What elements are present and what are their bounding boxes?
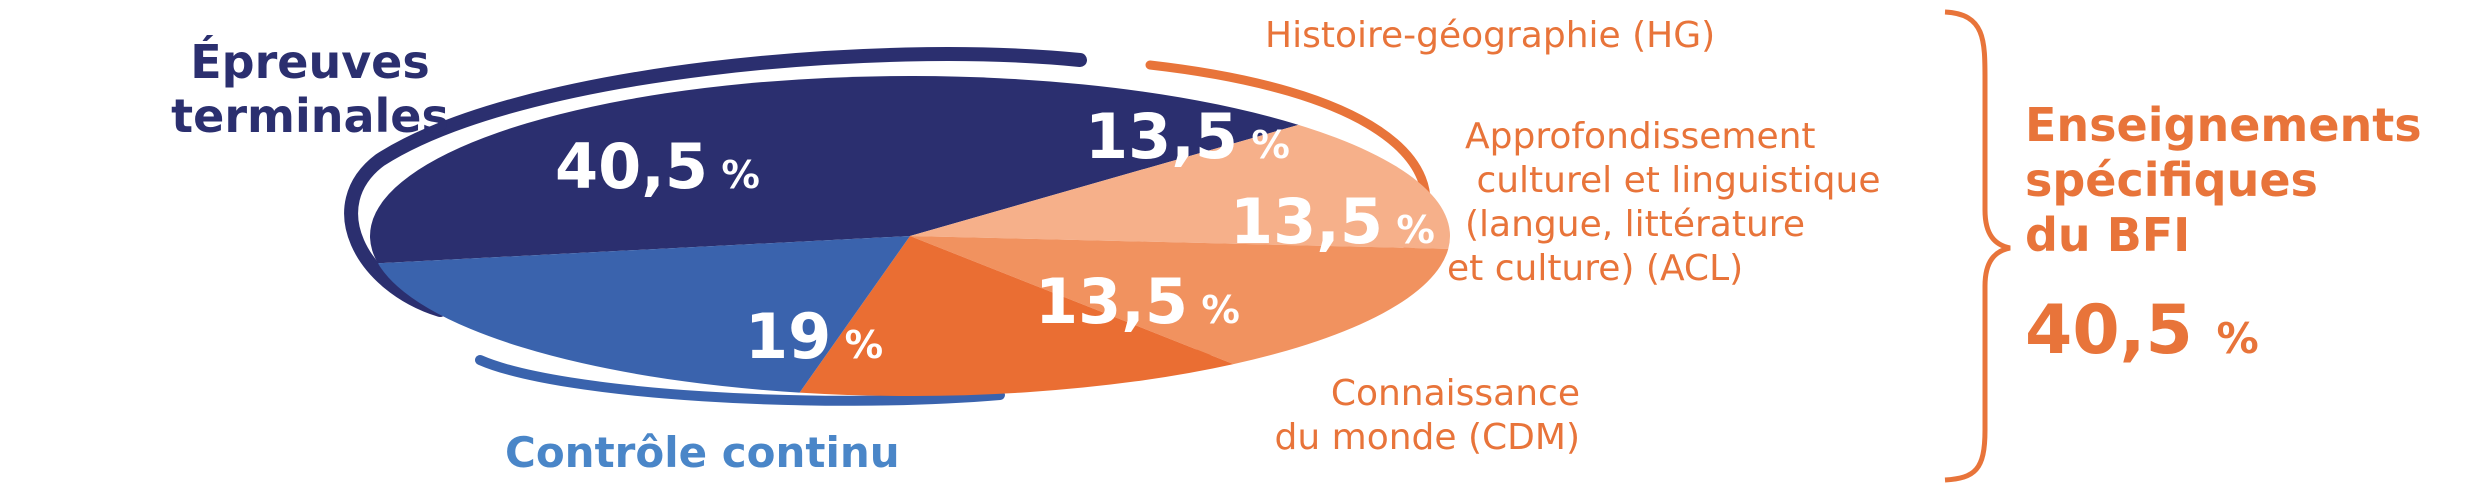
acl-label-line2: culturel et linguistique [1465, 159, 1881, 201]
epreuves-terminales-value-unit: % [707, 153, 760, 198]
slice-controle-continu [377, 236, 910, 393]
group-percentage-value: 40,5 [2025, 291, 2193, 370]
left-label-line2: terminales [171, 89, 449, 144]
navy-ring-stroke [344, 47, 1087, 317]
acl-value: 13,5 % [1230, 185, 1435, 258]
controle-continu-value-number: 19 [745, 300, 832, 373]
cdm-value: 13,5 % [1035, 265, 1240, 338]
hg-value: 13,5 % [1085, 100, 1290, 173]
slice-epreuves-terminales [369, 75, 1299, 264]
enseignements-specifiques-title: Enseignements spécifiques du BFI [2025, 98, 2422, 264]
group-title-line3: du BFI [2025, 208, 2191, 263]
hg-value-unit: % [1237, 123, 1290, 168]
group-title-line1: Enseignements [2025, 98, 2422, 152]
slice-hg [910, 124, 1450, 249]
epreuves-terminales-value-number: 40,5 [555, 130, 708, 203]
slice-acl [910, 236, 1449, 365]
group-brace [1944, 9, 2011, 483]
acl-label: Approfondissement culturel et linguistiq… [1447, 115, 1881, 291]
acl-value-unit: % [1382, 208, 1435, 253]
left-label-line1: Épreuves [190, 35, 430, 89]
cdm-label: Connaissance du monde (CDM) [1200, 372, 1580, 460]
cdm-value-number: 13,5 [1035, 265, 1188, 338]
group-percentage: 40,5 % [2025, 290, 2259, 372]
controle-continu-label: Contrôle continu [505, 428, 900, 477]
cdm-label-line1: Connaissance [1330, 373, 1580, 414]
group-percentage-unit: % [2216, 314, 2259, 363]
slice-cdm [799, 236, 1234, 396]
epreuves-terminales-label: Épreuves terminales [170, 35, 450, 144]
acl-label-line1: Approfondissement [1465, 116, 1816, 157]
blue-ring-stroke [475, 355, 1005, 406]
acl-label-line4: et culture) (ACL) [1447, 247, 1744, 289]
controle-continu-value: 19 % [745, 300, 883, 373]
acl-label-line3: (langue, littérature [1465, 203, 1805, 245]
hg-label: Histoire-géographie (HG) [1265, 15, 1716, 56]
epreuves-terminales-value: 40,5 % [555, 130, 760, 203]
controle-continu-value-unit: % [831, 323, 884, 368]
acl-value-number: 13,5 [1230, 185, 1383, 258]
cdm-label-line2: du monde (CDM) [1274, 416, 1580, 458]
group-title-line2: spécifiques [2025, 153, 2318, 208]
hg-value-number: 13,5 [1085, 100, 1238, 173]
cdm-value-unit: % [1187, 288, 1240, 333]
